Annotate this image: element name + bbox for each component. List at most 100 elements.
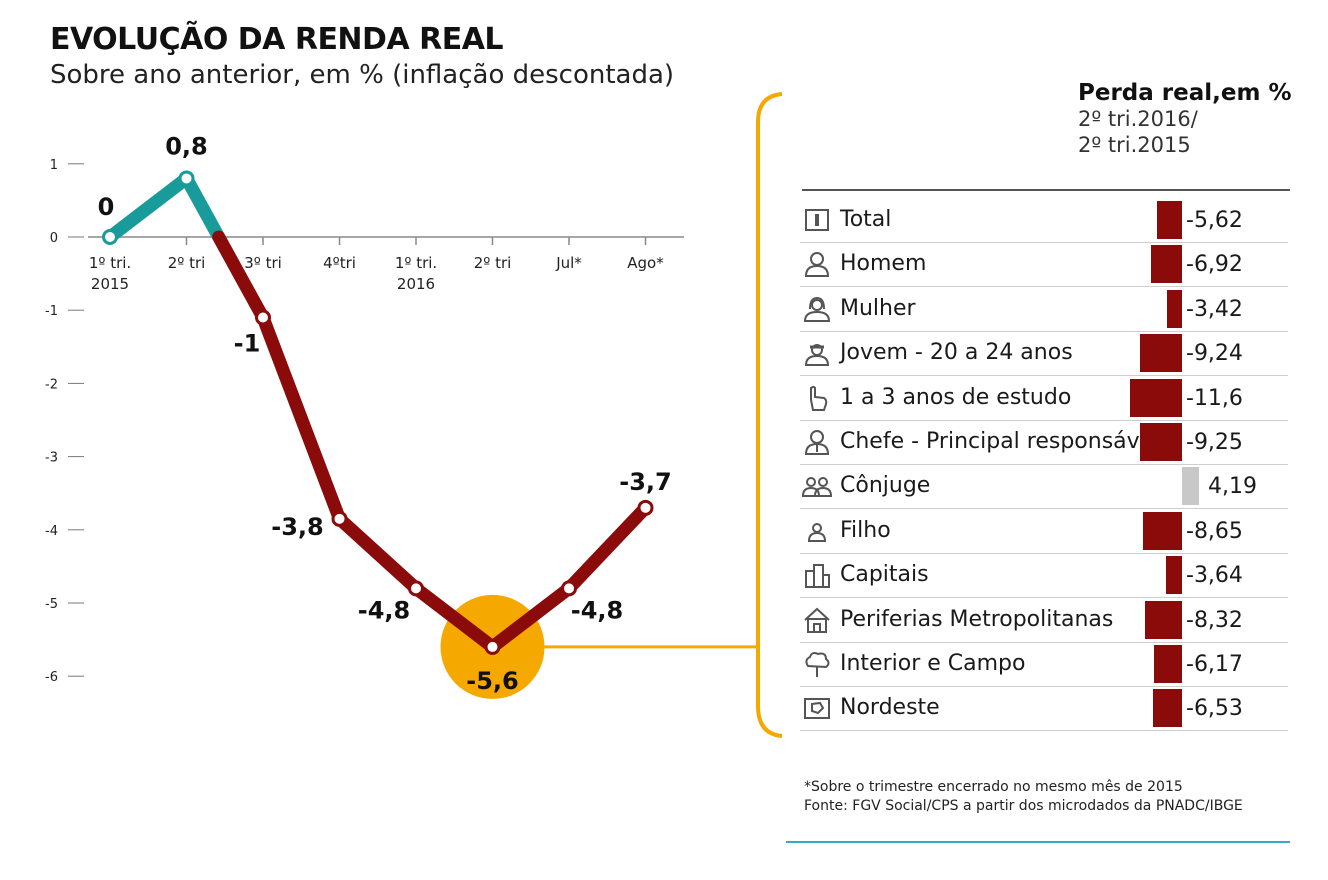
bar	[1152, 689, 1182, 728]
data-label: -5,6	[466, 667, 518, 695]
bar-value-label: -11,6	[1186, 385, 1243, 411]
data-label: -3,8	[271, 513, 323, 541]
bar-value-label: -3,42	[1186, 296, 1243, 322]
bar-category-label: Homem	[840, 251, 927, 277]
data-point	[484, 638, 501, 655]
bar	[1166, 289, 1182, 328]
bar-category-label: Capitais	[840, 562, 929, 588]
data-point	[178, 170, 195, 187]
bar	[1156, 201, 1182, 239]
bar-row: Jovem - 20 a 24 anos -9,24	[800, 331, 1288, 377]
bar	[1140, 423, 1182, 461]
x-tick-label: 2016	[397, 275, 435, 293]
bar-chart-header: Perda real,em % 2º tri.2016/ 2º tri.2015	[1078, 80, 1292, 158]
data-label: -4,8	[358, 596, 410, 624]
footnote: *Sobre o trimestre encerrado no mesmo mê…	[804, 778, 1243, 816]
chart-subtitle: Sobre ano anterior, em % (inflação desco…	[50, 60, 675, 90]
bar-category-label: 1 a 3 anos de estudo	[840, 384, 1072, 410]
bar-value-label: -8,32	[1186, 607, 1243, 633]
data-point	[331, 510, 348, 527]
bar-category-label: Chefe - Principal responsável	[840, 429, 1160, 454]
bar-chart-title: Perda real,em %	[1078, 80, 1292, 106]
bar-value-label: -3,64	[1186, 563, 1243, 589]
x-tick-label: Jul*	[555, 254, 582, 272]
data-label: 0,8	[165, 132, 208, 160]
data-label: -3,7	[619, 468, 671, 496]
data-label: -1	[234, 330, 261, 358]
bar-category-label: Total	[840, 207, 892, 232]
bar-value-label: 4,19	[1208, 474, 1257, 500]
y-tick-label: 1	[50, 158, 58, 173]
bar-value-label: -6,92	[1186, 252, 1243, 278]
bar-value-label: -9,25	[1186, 430, 1243, 455]
bar-row: Mulher -3,42	[800, 287, 1288, 332]
x-tick-label: Ago*	[627, 254, 664, 272]
head-of-household-icon	[802, 428, 832, 456]
line-segment	[212, 230, 270, 325]
y-tick-label: -2	[45, 377, 58, 392]
bar	[1165, 556, 1182, 595]
data-point	[102, 229, 118, 245]
data-point	[255, 309, 271, 326]
line-segment	[562, 501, 652, 595]
woman-icon	[802, 295, 832, 323]
house-icon	[802, 606, 832, 634]
x-tick-label: 3º tri	[244, 254, 282, 272]
bar-row: Filho -8,65	[800, 509, 1288, 554]
bar-value-label: -5,62	[1186, 208, 1243, 233]
bar	[1140, 334, 1182, 373]
bar	[1182, 467, 1199, 506]
y-tick-label: -1	[45, 304, 58, 319]
x-tick-label: 2º tri	[168, 254, 206, 272]
bar-category-label: Nordeste	[840, 695, 940, 721]
map-icon	[802, 694, 832, 722]
bar-row: 1 a 3 anos de estudo -11,6	[800, 376, 1288, 421]
bar-row: Capitais -3,64	[800, 553, 1288, 599]
y-tick-label: -3	[45, 451, 58, 466]
bar-chart-subtitle-2: 2º tri.2015	[1078, 133, 1191, 157]
bar-category-label: Cônjuge	[840, 473, 931, 499]
y-tick-label: -4	[45, 524, 58, 539]
tree-icon	[802, 650, 832, 678]
callout-bracket	[756, 92, 783, 738]
y-tick-label: 0	[50, 231, 58, 246]
bar-row: Total -5,62	[800, 198, 1288, 243]
bar-row: Cônjuge 4,19	[800, 464, 1288, 510]
bar-value-label: -6,17	[1186, 652, 1243, 677]
x-tick-label: 4ºtri	[323, 254, 356, 272]
bar	[1129, 378, 1182, 417]
x-tick-label: 1º tri.	[395, 254, 437, 272]
bar-row: Interior e Campo -6,17	[800, 642, 1288, 687]
bar-row: Chefe - Principal responsável -9,25	[800, 420, 1288, 465]
man-icon	[802, 250, 832, 278]
couple-icon	[801, 472, 833, 500]
y-tick-label: -6	[45, 670, 58, 685]
line-segment	[256, 311, 346, 526]
finger-icon	[802, 384, 832, 412]
bar-row: Nordeste -6,53	[800, 686, 1288, 732]
data-point	[637, 499, 654, 516]
footnote-line-1: *Sobre o trimestre encerrado no mesmo mê…	[804, 779, 1183, 795]
buildings-icon	[802, 561, 832, 589]
bar-category-label: Jovem - 20 a 24 anos	[840, 340, 1073, 366]
bar-category-label: Mulher	[840, 295, 916, 321]
child-icon	[802, 517, 832, 545]
y-tick-label: -5	[45, 597, 58, 612]
line-segment	[409, 581, 499, 654]
line-segment	[333, 512, 423, 595]
data-label: 0	[98, 193, 115, 221]
bar	[1144, 600, 1182, 639]
data-label: -4,8	[571, 596, 623, 624]
bar-chart-subtitle-1: 2º tri.2016/	[1078, 107, 1198, 131]
bar-category-label: Periferias Metropolitanas	[840, 606, 1114, 632]
bar-category-label: Filho	[840, 517, 891, 543]
x-tick-label: 2º tri	[474, 254, 512, 272]
data-point	[408, 580, 424, 597]
bar-value-label: -8,65	[1186, 518, 1243, 544]
bar-category-label: Interior e Campo	[840, 651, 1026, 676]
footnote-source: Fonte: FGV Social/CPS a partir dos micro…	[804, 798, 1243, 814]
bar-row: Homem -6,92	[800, 242, 1288, 288]
x-tick-label: 2015	[91, 275, 129, 293]
line-segment	[486, 581, 576, 654]
